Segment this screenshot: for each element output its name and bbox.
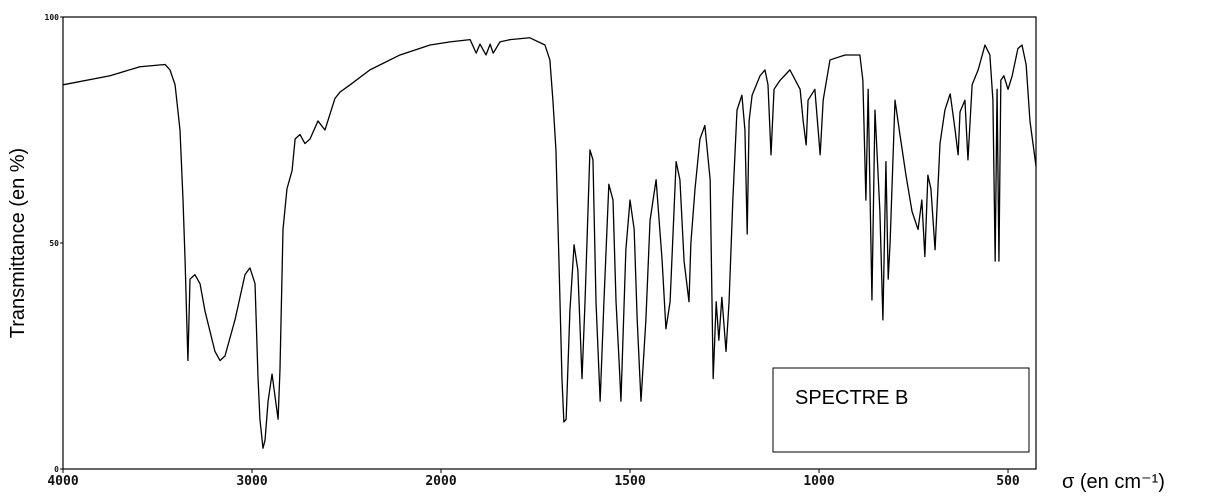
x-tick-label: 3000 xyxy=(236,474,267,489)
spectrum-line xyxy=(62,37,1037,449)
x-axis-label: σ (en cm⁻¹) xyxy=(1062,471,1165,493)
x-tick-label: 2000 xyxy=(425,474,456,489)
y-axis-label: Transmittance (en %) xyxy=(7,148,29,338)
y-tick-label: 50 xyxy=(49,239,59,248)
y-tick-label: 0 xyxy=(54,465,59,474)
annotation-box xyxy=(772,367,1030,453)
x-tick-label: 500 xyxy=(996,474,1020,489)
y-tick-label: 100 xyxy=(45,13,60,22)
x-tick-label: 1000 xyxy=(803,474,834,489)
x-tick-label: 4000 xyxy=(47,474,78,489)
x-tick-label: 1500 xyxy=(614,474,645,489)
annotation: SPECTRE B xyxy=(795,387,908,409)
